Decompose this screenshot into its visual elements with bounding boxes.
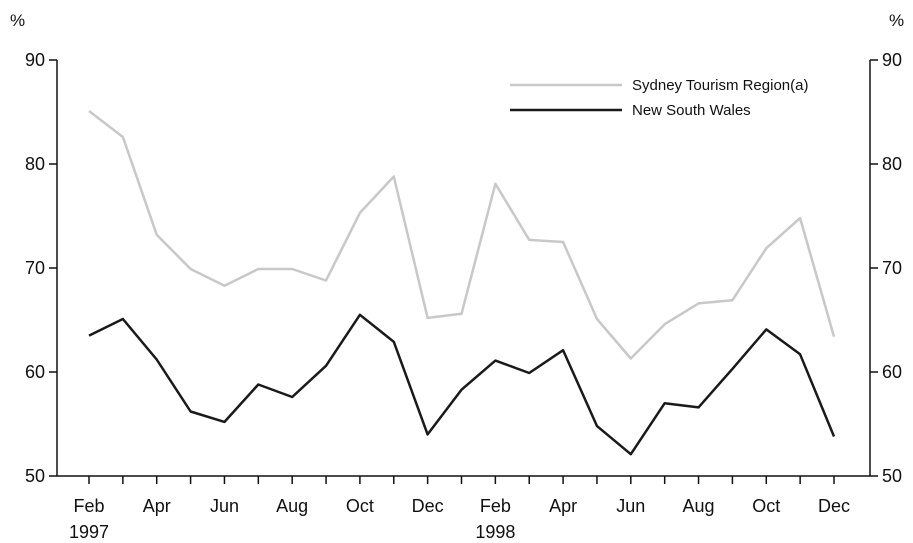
y-tick-label-left: 50 — [25, 466, 45, 486]
x-tick-label: Apr — [549, 496, 577, 516]
series-line-1 — [88, 313, 836, 456]
x-tick-label: Oct — [752, 496, 780, 516]
y-tick-label-left: 60 — [25, 362, 45, 382]
y-unit-label-left: % — [10, 11, 25, 30]
x-tick-label: Jun — [210, 496, 239, 516]
y-tick-label-right: 90 — [882, 50, 902, 70]
x-tick-label: Jun — [616, 496, 645, 516]
legend-label-0: Sydney Tourism Region(a) — [632, 77, 808, 94]
y-tick-label-right: 70 — [882, 258, 902, 278]
x-tick-label: Aug — [276, 496, 308, 516]
chart-series — [88, 110, 836, 456]
y-tick-label-right: 60 — [882, 362, 902, 382]
x-tick-label: Feb — [480, 496, 511, 516]
x-tick-label: Aug — [683, 496, 715, 516]
x-tick-label: Dec — [412, 496, 444, 516]
y-tick-label-left: 70 — [25, 258, 45, 278]
y-tick-label-right: 50 — [882, 466, 902, 486]
x-year-label: 1998 — [475, 522, 515, 542]
chart-axes — [56, 60, 871, 477]
x-tick-label: Apr — [143, 496, 171, 516]
chart-legend: Sydney Tourism Region(a) New South Wales — [510, 77, 808, 119]
y-tick-label-left: 80 — [25, 154, 45, 174]
series-line-0 — [88, 110, 836, 360]
x-year-label: 1997 — [69, 522, 109, 542]
x-tick-label: Feb — [73, 496, 104, 516]
y-tick-label-left: 90 — [25, 50, 45, 70]
x-tick-label: Dec — [818, 496, 850, 516]
y-tick-label-right: 80 — [882, 154, 902, 174]
y-unit-label-right: % — [889, 11, 904, 30]
x-tick-label: Oct — [346, 496, 374, 516]
legend-label-1: New South Wales — [632, 102, 751, 119]
chart-ticks: 50 50 60 60 70 70 80 80 90 90% % Feb Apr Jun Aug Oct Dec… — [10, 11, 904, 542]
